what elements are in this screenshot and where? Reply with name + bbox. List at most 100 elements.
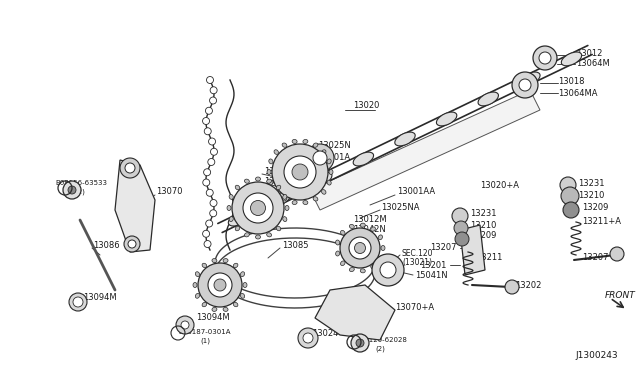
Polygon shape [115, 160, 155, 252]
Circle shape [505, 280, 519, 294]
Circle shape [181, 321, 189, 329]
Ellipse shape [381, 246, 385, 250]
Ellipse shape [276, 185, 281, 190]
Ellipse shape [274, 150, 278, 154]
Polygon shape [315, 285, 395, 340]
Circle shape [452, 208, 468, 224]
Circle shape [298, 328, 318, 348]
Text: B08156-63533: B08156-63533 [55, 180, 107, 186]
Ellipse shape [228, 212, 249, 226]
Ellipse shape [236, 185, 240, 190]
Text: B08187-0301A: B08187-0301A [178, 329, 230, 335]
Circle shape [125, 163, 135, 173]
Circle shape [372, 254, 404, 286]
Ellipse shape [241, 272, 244, 276]
Circle shape [209, 138, 216, 145]
Ellipse shape [244, 179, 250, 183]
Circle shape [455, 232, 469, 246]
Text: FRONT: FRONT [605, 291, 636, 299]
Ellipse shape [321, 190, 326, 194]
Ellipse shape [378, 235, 383, 240]
Ellipse shape [223, 259, 228, 263]
Ellipse shape [270, 192, 291, 206]
Ellipse shape [313, 143, 318, 147]
Ellipse shape [255, 177, 260, 181]
Ellipse shape [233, 263, 238, 268]
Circle shape [203, 230, 210, 237]
Circle shape [561, 187, 579, 205]
Ellipse shape [282, 197, 287, 201]
Polygon shape [460, 225, 485, 275]
Ellipse shape [223, 307, 228, 311]
Ellipse shape [255, 235, 260, 239]
Ellipse shape [276, 226, 281, 231]
Ellipse shape [229, 195, 234, 199]
Circle shape [205, 220, 212, 227]
Text: 13024: 13024 [312, 328, 339, 337]
Circle shape [176, 316, 194, 334]
Text: J1300243: J1300243 [575, 350, 618, 359]
Text: (13021): (13021) [402, 257, 432, 266]
Circle shape [340, 228, 380, 268]
Ellipse shape [269, 180, 273, 185]
Text: 13207: 13207 [582, 253, 609, 263]
Circle shape [351, 334, 369, 352]
Circle shape [560, 177, 576, 193]
Circle shape [292, 164, 308, 180]
Ellipse shape [478, 92, 499, 106]
Circle shape [204, 169, 211, 176]
Circle shape [207, 77, 214, 83]
Ellipse shape [520, 72, 540, 86]
Ellipse shape [193, 282, 197, 288]
Text: 13210: 13210 [470, 221, 497, 230]
Circle shape [210, 199, 217, 206]
Circle shape [306, 144, 334, 172]
Ellipse shape [285, 205, 289, 211]
Ellipse shape [313, 197, 318, 201]
Text: 13020: 13020 [353, 100, 380, 109]
Text: 13025N: 13025N [318, 141, 351, 150]
Ellipse shape [202, 263, 207, 268]
Ellipse shape [303, 201, 308, 205]
Ellipse shape [327, 180, 331, 185]
Circle shape [214, 279, 226, 291]
Text: 13211: 13211 [476, 253, 502, 263]
Ellipse shape [195, 294, 200, 298]
Circle shape [69, 293, 87, 311]
Ellipse shape [335, 240, 340, 245]
Text: 13064MA: 13064MA [558, 89, 598, 97]
Text: (2): (2) [375, 346, 385, 352]
Circle shape [205, 107, 212, 114]
Text: 13018: 13018 [558, 77, 584, 87]
Circle shape [303, 333, 313, 343]
Ellipse shape [243, 282, 247, 288]
Circle shape [272, 144, 328, 200]
Polygon shape [310, 90, 540, 210]
Ellipse shape [292, 201, 297, 205]
Text: 13001A: 13001A [318, 153, 350, 161]
Ellipse shape [236, 226, 240, 231]
Ellipse shape [233, 302, 238, 307]
Ellipse shape [202, 302, 207, 307]
Circle shape [454, 221, 468, 235]
Circle shape [313, 151, 327, 165]
Text: 13012: 13012 [576, 48, 602, 58]
Text: 13202: 13202 [515, 280, 541, 289]
Circle shape [206, 189, 213, 196]
Ellipse shape [353, 152, 374, 166]
Text: B08120-62028: B08120-62028 [355, 337, 407, 343]
Ellipse shape [195, 272, 200, 276]
Ellipse shape [283, 195, 287, 199]
Circle shape [211, 148, 218, 155]
Ellipse shape [267, 170, 271, 174]
Text: 13094M: 13094M [83, 294, 116, 302]
Ellipse shape [267, 233, 271, 237]
Circle shape [68, 186, 76, 194]
Text: 13085: 13085 [282, 241, 308, 250]
Text: 13094M: 13094M [196, 314, 230, 323]
Circle shape [210, 87, 217, 94]
Text: 13001AA: 13001AA [397, 187, 435, 196]
Ellipse shape [327, 159, 331, 164]
Text: 13086: 13086 [93, 241, 120, 250]
Text: 13070: 13070 [156, 187, 182, 196]
